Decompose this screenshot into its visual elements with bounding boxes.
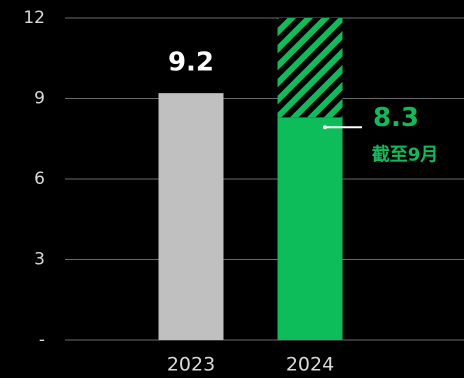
y-tick-label: 6	[34, 169, 45, 189]
bar	[158, 93, 224, 340]
value-label: 9.2	[168, 48, 214, 78]
bar	[277, 117, 343, 341]
leader-dot	[323, 125, 327, 130]
y-tick-label: 9	[34, 89, 45, 109]
bar-projection	[277, 18, 343, 118]
y-tick-label: 12	[23, 8, 45, 28]
y-tick-label: 3	[34, 250, 45, 270]
x-tick-label: 2023	[167, 354, 215, 376]
annotation: 截至9月	[372, 143, 439, 165]
y-tick-label: -	[39, 330, 45, 350]
x-tick-label: 2024	[286, 354, 334, 376]
value-label: 8.3	[373, 103, 419, 133]
